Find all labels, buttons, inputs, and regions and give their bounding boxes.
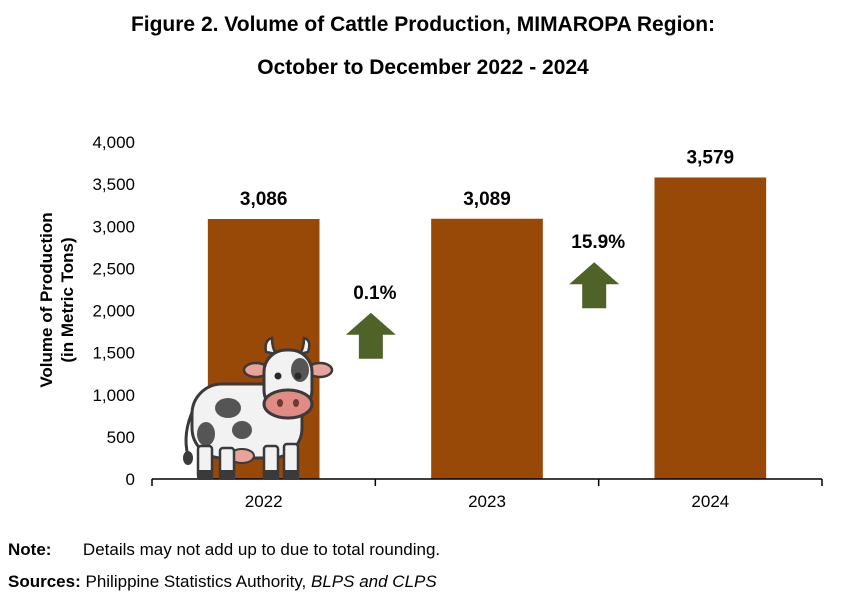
y-tick-label: 1,500 — [92, 344, 135, 363]
sources-label: Sources: — [8, 572, 81, 591]
cow-icon — [183, 336, 334, 480]
footer-sources: Sources: Philippine Statistics Authority… — [8, 572, 437, 592]
y-axis-ticks: 0 500 1,000 1,500 2,000 2,500 3,000 3,500 4,000 — [92, 133, 135, 489]
chart-subtitle: October to December 2022 - 2024 — [257, 56, 589, 79]
note-label: Note: — [8, 540, 52, 559]
y-tick-label: 1,000 — [92, 386, 135, 405]
x-tick-label-2023: 2023 — [468, 492, 506, 511]
sources-italic: BLPS and CLPS — [311, 572, 437, 591]
bar-2024 — [654, 177, 767, 480]
y-axis-label-line1: Volume of Production — [37, 212, 56, 387]
y-tick-label: 0 — [126, 470, 135, 489]
sources-text: Philippine Statistics Authority, — [85, 572, 307, 591]
y-axis-label-line2: (in Metric Tons) — [58, 237, 77, 362]
y-tick-label: 500 — [107, 428, 135, 447]
x-tick-label-2024: 2024 — [691, 492, 729, 511]
growth-annotations: 0.1% 15.9% — [345, 232, 625, 359]
note-text: Details may not add up to due to total r… — [82, 540, 441, 559]
y-tick-label: 2,000 — [92, 302, 135, 321]
value-labels: 3,086 3,089 3,579 — [240, 147, 734, 210]
y-tick-label: 4,000 — [92, 133, 135, 152]
growth-label: 15.9% — [571, 232, 625, 253]
value-label-2022: 3,086 — [240, 189, 288, 210]
value-label-2024: 3,579 — [687, 147, 735, 168]
footer-note: Note: Details may not add up to due to t… — [8, 540, 440, 560]
y-tick-label: 3,500 — [92, 175, 135, 194]
up-arrow-icon — [569, 262, 620, 309]
up-arrow-icon — [345, 312, 396, 359]
bar-2023 — [431, 218, 543, 479]
value-label-2023: 3,089 — [463, 189, 511, 210]
y-axis-label: Volume of Production (in Metric Tons) — [37, 212, 77, 387]
y-tick-label: 2,500 — [92, 259, 135, 278]
y-tick-label: 3,000 — [92, 217, 135, 236]
chart-title: Figure 2. Volume of Cattle Production, M… — [130, 13, 716, 36]
x-axis: 2022 2023 2024 — [151, 478, 823, 511]
growth-label: 0.1% — [353, 283, 396, 304]
x-tick-label-2022: 2022 — [245, 492, 283, 511]
